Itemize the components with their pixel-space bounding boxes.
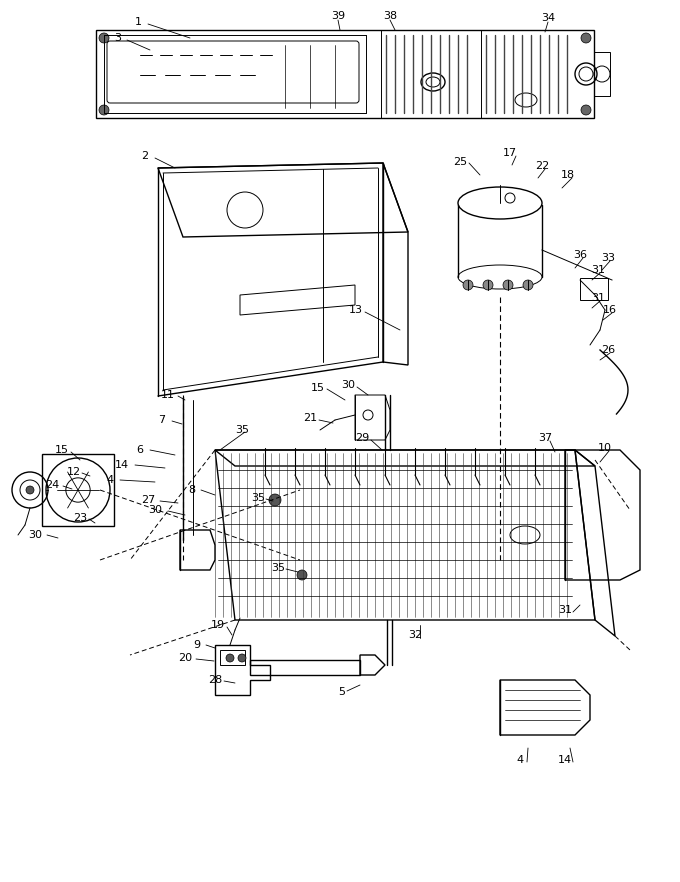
Text: 39: 39 [331, 11, 345, 21]
Text: 27: 27 [141, 495, 155, 505]
Text: 4: 4 [516, 755, 524, 765]
Text: 35: 35 [251, 493, 265, 503]
Text: 26: 26 [601, 345, 615, 355]
Text: 13: 13 [349, 305, 363, 315]
Circle shape [503, 280, 513, 290]
Text: 11: 11 [161, 390, 175, 400]
Text: 22: 22 [535, 161, 549, 171]
Circle shape [269, 494, 281, 506]
Text: 1: 1 [135, 17, 141, 27]
Text: 32: 32 [408, 630, 422, 640]
Text: 3: 3 [114, 33, 122, 43]
Text: 4: 4 [107, 475, 114, 485]
Text: 14: 14 [115, 460, 129, 470]
Text: 30: 30 [148, 505, 162, 515]
Circle shape [523, 280, 533, 290]
Circle shape [581, 33, 591, 43]
Text: 35: 35 [271, 563, 285, 573]
Text: 35: 35 [235, 425, 249, 435]
Text: 36: 36 [573, 250, 587, 260]
Text: 16: 16 [603, 305, 617, 315]
Text: 31: 31 [591, 265, 605, 275]
Text: 6: 6 [137, 445, 143, 455]
Circle shape [99, 33, 109, 43]
Text: 38: 38 [383, 11, 397, 21]
Circle shape [483, 280, 493, 290]
Text: 12: 12 [67, 467, 81, 477]
Circle shape [238, 654, 246, 662]
Text: 18: 18 [561, 170, 575, 180]
Circle shape [99, 105, 109, 115]
Circle shape [463, 280, 473, 290]
Circle shape [26, 486, 34, 494]
Text: 31: 31 [591, 293, 605, 303]
Text: 28: 28 [208, 675, 222, 685]
Text: 21: 21 [303, 413, 317, 423]
Text: 24: 24 [45, 480, 59, 490]
Text: 19: 19 [211, 620, 225, 630]
Text: 23: 23 [73, 513, 87, 523]
Circle shape [581, 105, 591, 115]
Text: 15: 15 [311, 383, 325, 393]
Text: 8: 8 [188, 485, 196, 495]
Text: 17: 17 [503, 148, 517, 158]
Text: 7: 7 [158, 415, 165, 425]
Text: 37: 37 [538, 433, 552, 443]
Text: 20: 20 [178, 653, 192, 663]
Bar [42, 454, 114, 526]
Text: 30: 30 [341, 380, 355, 390]
Bar [220, 650, 245, 665]
Text: 5: 5 [339, 687, 345, 697]
Text: 33: 33 [601, 253, 615, 263]
Circle shape [297, 570, 307, 580]
Text: 10: 10 [598, 443, 612, 453]
Text: 15: 15 [55, 445, 69, 455]
Text: 9: 9 [193, 640, 201, 650]
Text: 29: 29 [355, 433, 369, 443]
Text: 34: 34 [541, 13, 555, 23]
Bar [580, 278, 608, 300]
Text: 2: 2 [141, 151, 148, 161]
Text: 30: 30 [28, 530, 42, 540]
Text: 31: 31 [558, 605, 572, 615]
Text: 25: 25 [453, 157, 467, 167]
Circle shape [226, 654, 234, 662]
Text: 14: 14 [558, 755, 572, 765]
